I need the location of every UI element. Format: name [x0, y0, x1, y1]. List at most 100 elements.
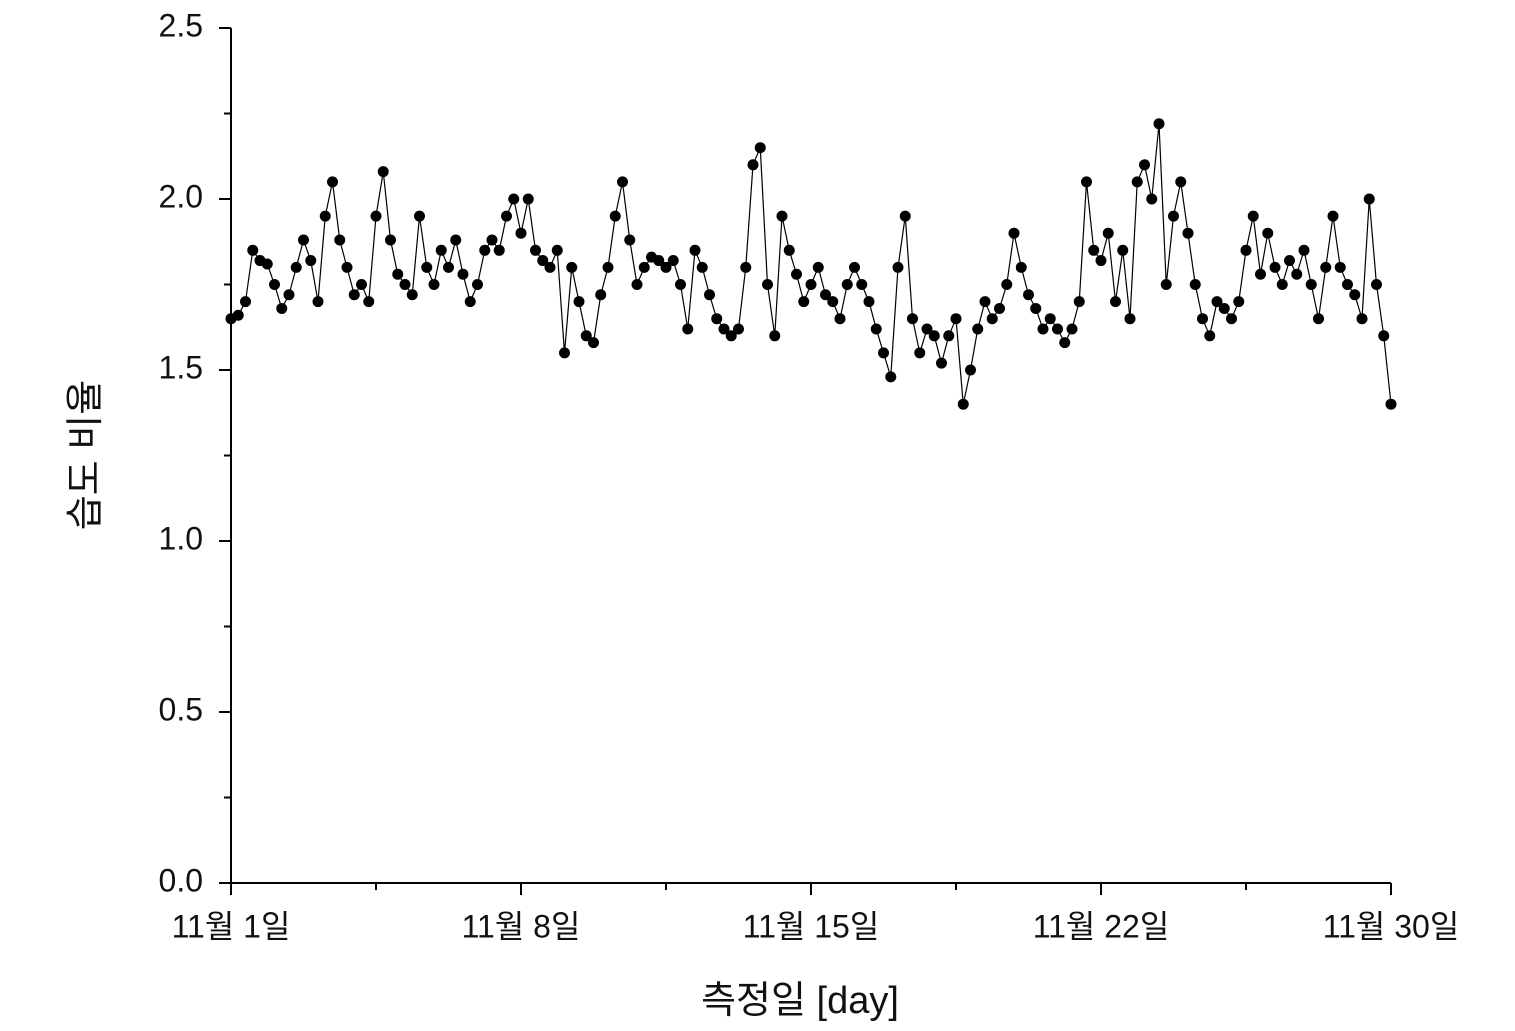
point — [508, 193, 520, 205]
y-tick-label: 0.0 — [159, 862, 203, 898]
point — [1218, 302, 1230, 314]
point — [457, 268, 469, 280]
point — [754, 142, 766, 154]
x-tick-label: 11월 22일 — [1033, 908, 1170, 944]
point — [776, 210, 788, 222]
point — [1066, 323, 1078, 335]
point — [609, 210, 621, 222]
point — [1102, 227, 1114, 239]
point — [928, 330, 940, 342]
point — [979, 296, 991, 308]
point — [515, 227, 527, 239]
point — [588, 337, 599, 349]
point — [667, 255, 679, 267]
point — [232, 309, 244, 321]
point — [537, 255, 549, 267]
point — [392, 268, 404, 280]
point — [1110, 296, 1121, 308]
point — [921, 323, 933, 335]
point — [1342, 279, 1353, 290]
point — [1030, 302, 1042, 314]
series-line — [230, 123, 1392, 405]
y-tick-label: 2.0 — [159, 178, 203, 214]
point — [725, 330, 737, 342]
point — [936, 357, 947, 369]
x-axis-label: 측정일 [day] — [701, 980, 899, 1022]
point — [617, 176, 628, 188]
y-axis-label: 습도 비율 — [65, 380, 107, 530]
point — [1197, 313, 1208, 325]
point — [1023, 289, 1034, 301]
point — [319, 210, 331, 222]
point — [1226, 313, 1237, 325]
point — [327, 176, 338, 188]
point — [334, 234, 346, 246]
point — [421, 261, 433, 273]
point — [269, 279, 280, 290]
point — [551, 244, 563, 256]
point — [762, 279, 773, 290]
point — [1327, 210, 1339, 222]
point — [1095, 255, 1107, 267]
point — [892, 261, 904, 273]
point — [1124, 313, 1136, 325]
point — [834, 313, 846, 325]
point — [493, 244, 505, 256]
point — [1385, 398, 1397, 410]
point — [312, 296, 324, 308]
y-tick-label: 1.5 — [159, 349, 203, 385]
point — [298, 234, 309, 246]
point — [1298, 244, 1310, 256]
point — [1269, 261, 1281, 273]
point — [1081, 176, 1092, 188]
y-tick-label: 2.5 — [159, 7, 203, 43]
point — [1073, 296, 1085, 308]
x-tick-label: 11월 15일 — [743, 908, 880, 944]
point — [595, 289, 607, 301]
point — [660, 261, 672, 273]
point — [957, 398, 969, 410]
point — [1276, 279, 1288, 290]
x-tick-label: 11월 30일 — [1323, 908, 1460, 944]
point — [1189, 279, 1201, 290]
point — [747, 159, 759, 171]
point — [276, 302, 288, 314]
point — [1052, 323, 1063, 335]
point — [443, 261, 454, 273]
point — [566, 261, 578, 273]
point — [283, 289, 295, 301]
point — [1211, 296, 1223, 308]
point — [791, 268, 802, 280]
point — [544, 261, 556, 273]
point — [370, 210, 382, 222]
point — [689, 244, 701, 256]
point — [885, 371, 897, 383]
point — [682, 323, 694, 335]
point — [1240, 244, 1252, 256]
point — [240, 296, 251, 308]
point — [261, 258, 273, 270]
point — [1334, 261, 1346, 273]
point — [479, 244, 491, 256]
point — [718, 323, 730, 335]
point — [1291, 268, 1303, 280]
point — [820, 289, 831, 301]
point — [849, 261, 860, 273]
point — [435, 244, 447, 256]
point — [1262, 227, 1274, 239]
point — [704, 289, 715, 301]
point — [1153, 118, 1165, 130]
point — [841, 279, 853, 290]
point — [247, 244, 259, 256]
point — [899, 210, 911, 222]
point — [812, 261, 824, 273]
point — [878, 347, 889, 359]
point — [486, 234, 498, 246]
point — [377, 166, 389, 178]
point — [305, 255, 317, 267]
point — [1008, 227, 1020, 239]
point — [740, 261, 752, 273]
point — [696, 261, 708, 273]
x-tick-label: 11월 8일 — [462, 908, 581, 944]
point — [1117, 244, 1129, 256]
